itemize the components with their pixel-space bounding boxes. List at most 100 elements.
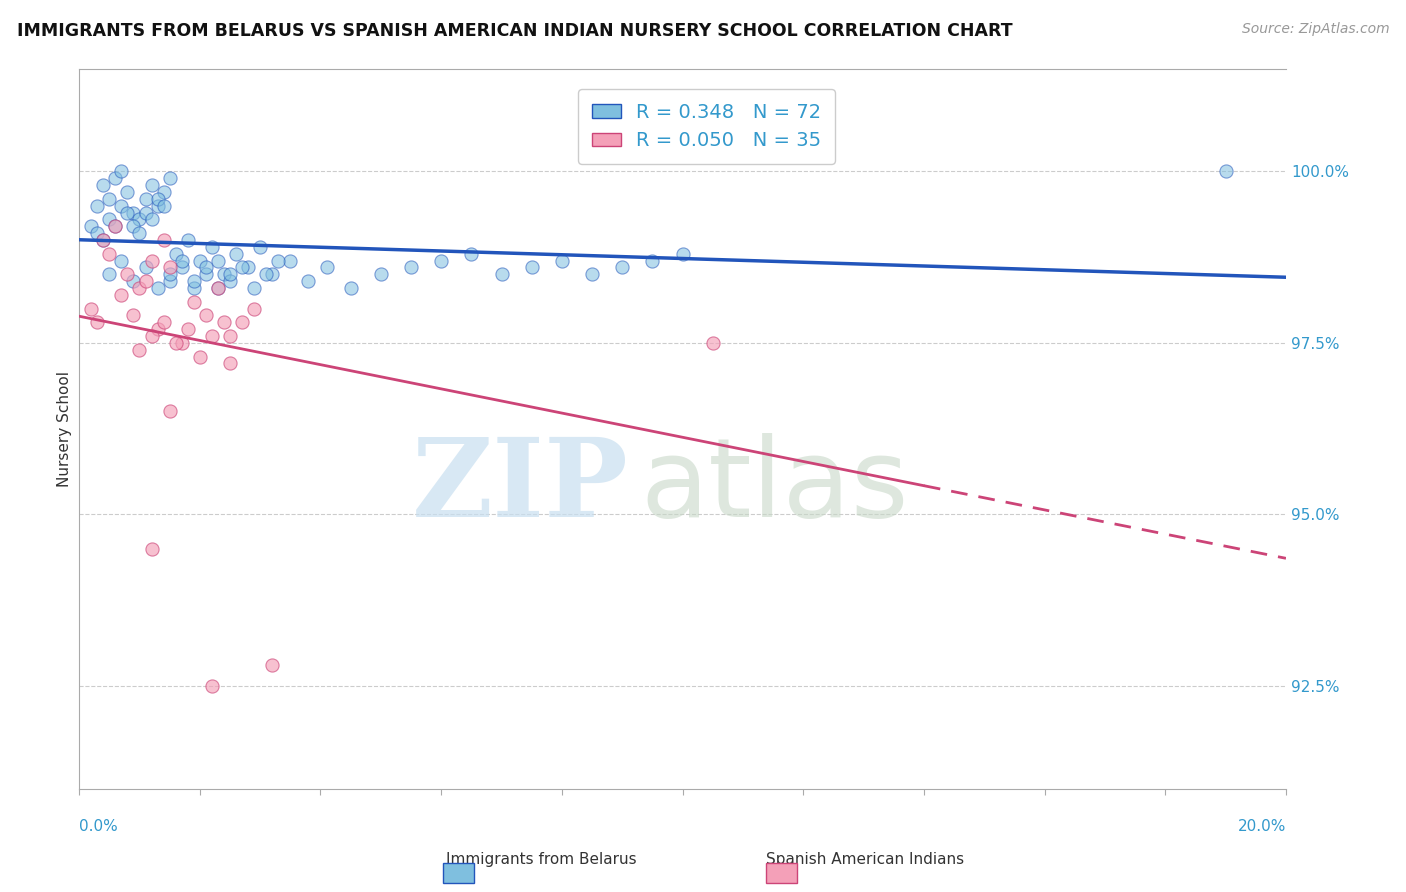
Point [339, 281, 361, 295]
Point [315, 260, 337, 275]
Point [188, 253, 211, 268]
Point [117, 205, 139, 219]
Text: Source: ZipAtlas.com: Source: ZipAtlas.com [1241, 22, 1389, 37]
Point [236, 260, 259, 275]
Point [159, 260, 181, 275]
Point [91, 233, 114, 247]
Point [98, 246, 121, 260]
Point [146, 192, 169, 206]
Point [183, 281, 205, 295]
Point [91, 178, 114, 193]
Point [551, 253, 574, 268]
Point [152, 185, 174, 199]
Point [231, 315, 253, 329]
Text: IMMIGRANTS FROM BELARUS VS SPANISH AMERICAN INDIAN NURSERY SCHOOL CORRELATION CH: IMMIGRANTS FROM BELARUS VS SPANISH AMERI… [17, 22, 1012, 40]
Point [194, 309, 217, 323]
Point [262, 658, 284, 673]
Point [98, 267, 121, 281]
Point [267, 253, 290, 268]
Point [165, 335, 187, 350]
Point [254, 267, 277, 281]
Point [194, 260, 217, 275]
Point [249, 240, 271, 254]
Point [297, 274, 319, 288]
Point [141, 178, 163, 193]
Point [128, 212, 150, 227]
Point [159, 274, 181, 288]
Point [399, 260, 422, 275]
Point [612, 260, 634, 275]
Point [152, 199, 174, 213]
Point [122, 219, 145, 234]
Text: 20.0%: 20.0% [1237, 819, 1286, 834]
Point [159, 171, 181, 186]
Point [170, 335, 193, 350]
Point [104, 219, 127, 234]
Point [581, 267, 603, 281]
Point [110, 164, 132, 178]
Point [165, 246, 187, 260]
Point [177, 322, 200, 336]
Point [159, 404, 181, 418]
Point [141, 329, 163, 343]
Legend: R = 0.348   N = 72, R = 0.050   N = 35: R = 0.348 N = 72, R = 0.050 N = 35 [578, 89, 835, 164]
Point [110, 288, 132, 302]
Point [460, 246, 482, 260]
Point [122, 274, 145, 288]
Point [98, 192, 121, 206]
Point [231, 260, 253, 275]
Point [110, 199, 132, 213]
Point [122, 205, 145, 219]
Point [98, 212, 121, 227]
Y-axis label: Nursery School: Nursery School [58, 370, 72, 486]
Point [134, 274, 156, 288]
Point [146, 281, 169, 295]
Point [370, 267, 392, 281]
Point [104, 171, 127, 186]
Point [430, 253, 453, 268]
Point [128, 281, 150, 295]
Point [80, 301, 103, 316]
Point [159, 267, 181, 281]
Point [491, 267, 513, 281]
Point [141, 541, 163, 556]
Point [141, 253, 163, 268]
Point [91, 233, 114, 247]
Point [86, 199, 108, 213]
Point [212, 267, 235, 281]
Point [243, 281, 266, 295]
Point [219, 274, 242, 288]
Point [146, 199, 169, 213]
Point [207, 281, 229, 295]
Point [128, 343, 150, 357]
Point [243, 301, 266, 316]
Text: Immigrants from Belarus: Immigrants from Belarus [446, 852, 637, 867]
Point [194, 267, 217, 281]
Point [86, 315, 108, 329]
Text: Spanish American Indians: Spanish American Indians [766, 852, 963, 867]
Point [134, 192, 156, 206]
Point [207, 281, 229, 295]
Point [170, 260, 193, 275]
Point [122, 309, 145, 323]
Point [219, 329, 242, 343]
Point [183, 294, 205, 309]
Point [183, 274, 205, 288]
Point [262, 267, 284, 281]
Point [278, 253, 301, 268]
Point [152, 233, 174, 247]
Point [80, 219, 103, 234]
Point [207, 253, 229, 268]
Point [128, 226, 150, 240]
Point [1215, 164, 1237, 178]
Point [225, 246, 247, 260]
Point [201, 679, 224, 693]
Point [86, 226, 108, 240]
Point [170, 253, 193, 268]
Point [134, 205, 156, 219]
Point [212, 315, 235, 329]
Point [110, 253, 132, 268]
Point [219, 356, 242, 370]
Text: atlas: atlas [640, 433, 908, 540]
Point [177, 233, 200, 247]
